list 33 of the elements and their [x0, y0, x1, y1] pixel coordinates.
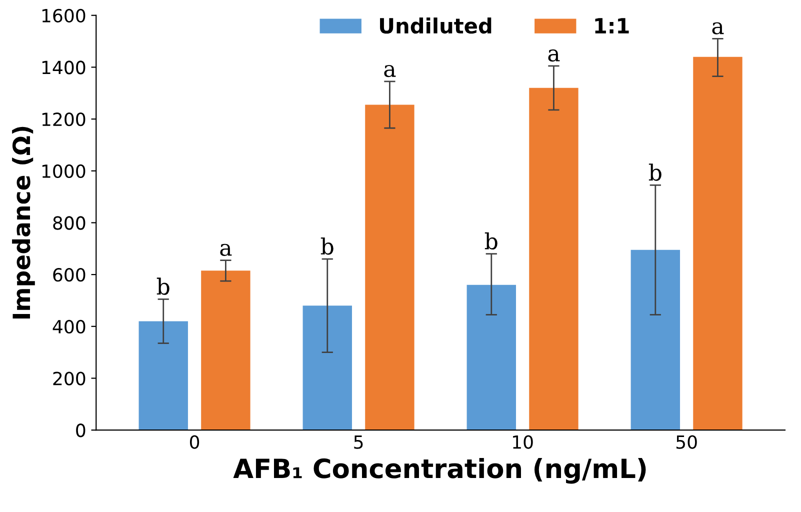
bar — [630, 250, 680, 430]
x-tick-label: 5 — [354, 435, 363, 449]
data-label: a — [384, 64, 396, 78]
data-label: b — [484, 232, 498, 250]
y-tick-label: 600 — [53, 268, 86, 282]
legend-label: Undiluted — [380, 18, 492, 34]
y-tick-label: 0 — [76, 424, 86, 438]
bar — [466, 284, 516, 430]
data-label: b — [156, 278, 170, 295]
data-label: b — [648, 164, 662, 181]
y-tick-label: 400 — [52, 320, 86, 334]
data-label: a — [220, 244, 232, 256]
bar — [302, 306, 352, 430]
x-tick-label: 10 — [513, 435, 533, 449]
data-label: b — [320, 238, 334, 255]
bar — [365, 104, 414, 430]
y-tick-label: 1000 — [42, 164, 86, 178]
y-tick-label: 200 — [53, 372, 86, 386]
bar — [529, 88, 578, 430]
bar — [693, 56, 742, 430]
y-axis-title: Impedance (Ω) — [12, 126, 35, 318]
x-tick-label: 0 — [190, 435, 200, 449]
legend-label: 1:1 — [595, 18, 629, 34]
y-tick-label: 1200 — [42, 112, 86, 126]
y-tick-label: 1600 — [42, 8, 86, 22]
y-tick-label: 1400 — [42, 60, 86, 74]
x-axis-title: AFB₁ Concentration (ng/mL) — [233, 458, 646, 484]
bar — [201, 270, 250, 430]
x-tick-label: 50 — [676, 435, 697, 449]
bar — [138, 321, 188, 430]
y-tick-label: 800 — [53, 216, 86, 230]
data-label: a — [712, 22, 724, 34]
data-label: a — [548, 49, 560, 62]
